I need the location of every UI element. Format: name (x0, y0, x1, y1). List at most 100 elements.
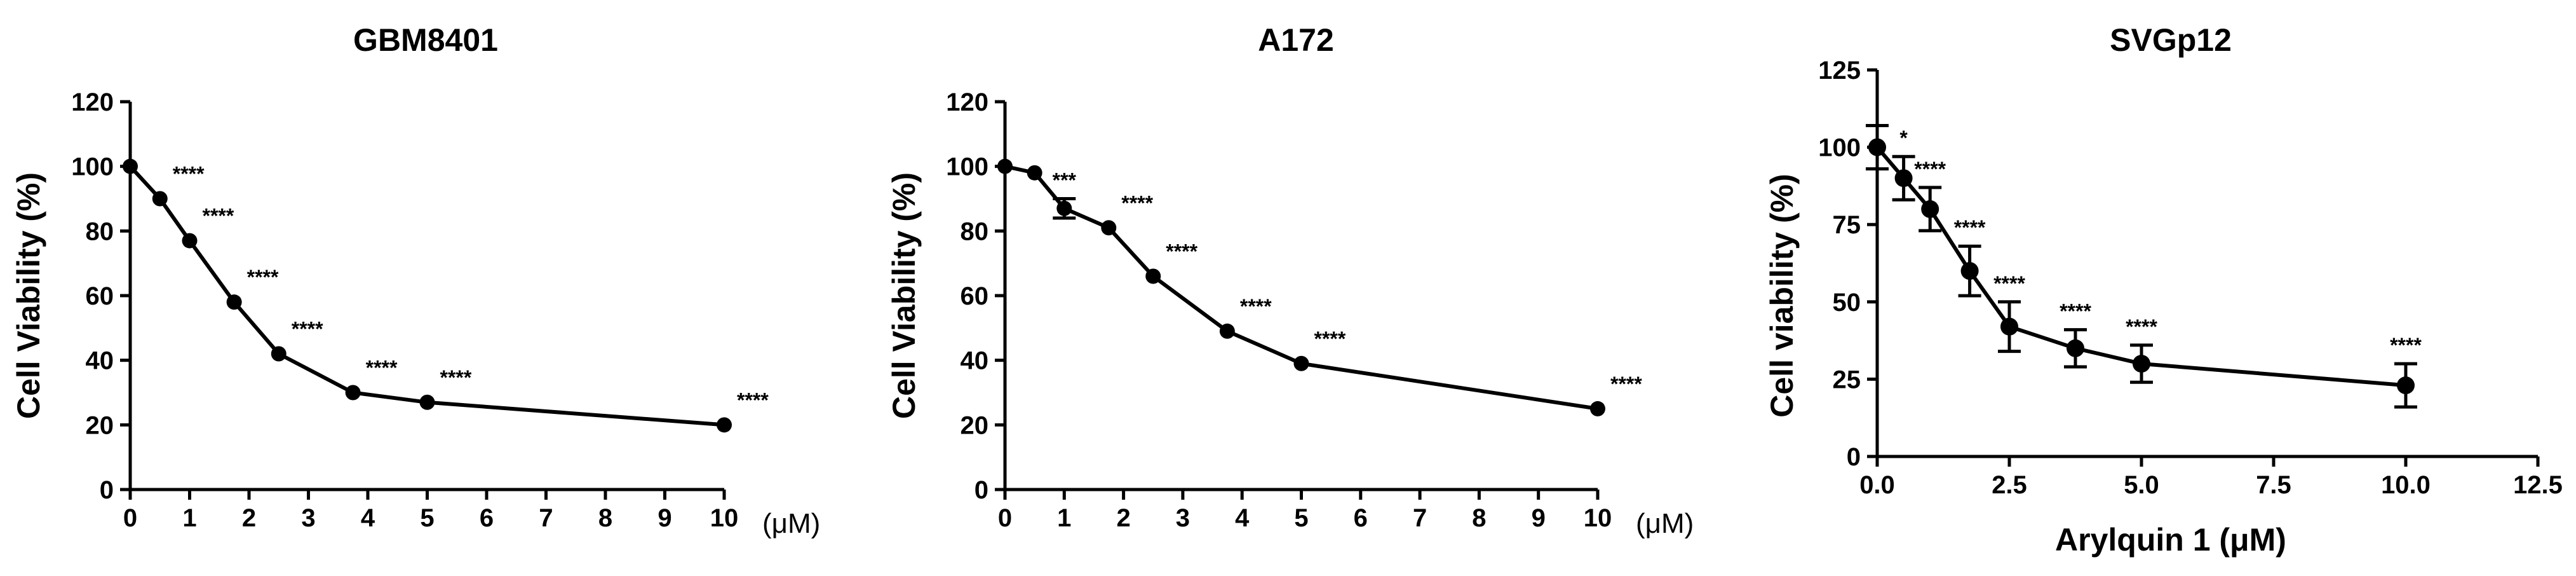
y-tick-label: 25 (1833, 366, 1861, 394)
chart-gbm8401: GBM8401 Cell Viability (%) (μM) 02040608… (11, 22, 820, 539)
significance-label: **** (173, 163, 205, 186)
x-tick-label: 1 (1057, 504, 1071, 532)
y-tick-label: 120 (946, 88, 988, 116)
significance-label: **** (737, 388, 769, 411)
y-tick-label: 0 (100, 476, 114, 504)
x-axis-unit: (μM) (762, 508, 820, 539)
y-axis-label: Cell Viability (%) (11, 172, 46, 419)
y-tick-label: 40 (86, 347, 114, 375)
y-tick-label: 125 (1818, 57, 1861, 85)
significance-label: *** (1053, 169, 1077, 192)
x-tick-label: 4 (361, 504, 375, 532)
x-tick-label: 0 (123, 504, 137, 532)
y-tick-label: 120 (71, 88, 114, 116)
data-point (1868, 138, 1886, 156)
data-point (1056, 200, 1072, 216)
significance-label: **** (440, 366, 472, 389)
data-point (123, 158, 138, 174)
y-tick-label: 100 (946, 153, 988, 181)
y-tick-label: 100 (1818, 134, 1861, 162)
x-tick-label: 6 (1354, 504, 1368, 532)
data-point (2067, 339, 2084, 357)
x-tick-label: 7.5 (2256, 471, 2291, 499)
data-point (997, 158, 1013, 174)
x-tick-label: 5 (1294, 504, 1308, 532)
significance-label: **** (1954, 216, 1986, 239)
x-tick-label: 7 (1413, 504, 1427, 532)
data-point (717, 417, 732, 433)
x-tick-label: 0 (998, 504, 1012, 532)
x-tick-label: 10.0 (2381, 471, 2431, 499)
x-axis-label: Arylquin 1 (μM) (2055, 522, 2286, 558)
significance-label: **** (1166, 240, 1197, 263)
data-point (152, 191, 168, 207)
x-tick-label: 5.0 (2124, 471, 2159, 499)
x-tick-label: 10 (710, 504, 739, 532)
y-tick-label: 0 (974, 476, 988, 504)
significance-label: **** (247, 266, 279, 289)
significance-label: **** (2060, 300, 2091, 323)
significance-label: **** (292, 318, 323, 341)
significance-label: **** (2390, 334, 2422, 357)
significance-label: **** (1240, 295, 1272, 318)
x-tick-label: 1 (182, 504, 196, 532)
y-tick-label: 0 (1847, 443, 1861, 471)
x-tick-label: 10 (1584, 504, 1612, 532)
data-point (1921, 200, 1939, 218)
y-tick-label: 40 (961, 347, 989, 375)
x-tick-label: 9 (1532, 504, 1546, 532)
x-tick-label: 4 (1235, 504, 1250, 532)
series-line (128, 165, 725, 427)
data-point (1894, 169, 1913, 188)
significance-label: **** (1914, 158, 1946, 181)
series-line (1004, 164, 1598, 411)
significance-label: **** (203, 205, 234, 228)
x-tick-label: 3 (301, 504, 315, 532)
data-point (226, 294, 242, 310)
y-tick-label: 50 (1833, 289, 1861, 317)
x-tick-label: 3 (1176, 504, 1190, 532)
y-axis-label: Cell Viability (%) (886, 172, 922, 419)
chart-a172: A172 Cell Viability (%) (μM) 02040608010… (886, 22, 1694, 539)
data-point (345, 385, 361, 401)
data-point (2000, 317, 2018, 336)
data-point (1027, 165, 1042, 181)
data-point (182, 233, 198, 249)
data-point (1145, 268, 1161, 284)
chart-title: A172 (1258, 22, 1334, 58)
y-axis-label: Cell viability (%) (1764, 174, 1800, 417)
data-point (1219, 323, 1235, 339)
chart-title: GBM8401 (353, 22, 498, 58)
data-point (1590, 401, 1605, 416)
y-tick-label: 60 (961, 282, 989, 310)
data-point (271, 346, 287, 362)
x-tick-label: 0.0 (1859, 471, 1895, 499)
x-tick-label: 5 (420, 504, 434, 532)
chart-svgp12: SVGp12 Cell viability (%) Arylquin 1 (μM… (1764, 22, 2563, 558)
y-tick-label: 80 (961, 217, 989, 245)
y-tick-label: 80 (86, 217, 114, 245)
data-point (2133, 355, 2150, 373)
x-tick-label: 6 (480, 504, 494, 532)
x-tick-label: 9 (657, 504, 671, 532)
significance-label: * (1899, 127, 1908, 149)
significance-label: **** (1121, 191, 1153, 214)
data-point (419, 394, 435, 410)
significance-label: **** (366, 357, 398, 380)
significance-label: **** (2126, 315, 2157, 338)
y-tick-label: 20 (86, 411, 114, 439)
data-point (1101, 220, 1117, 236)
y-tick-label: 20 (961, 411, 989, 439)
y-tick-label: 60 (86, 282, 114, 310)
data-point (1960, 262, 1979, 280)
x-tick-label: 7 (539, 504, 553, 532)
x-tick-label: 2 (242, 504, 256, 532)
significance-label: **** (1610, 373, 1642, 395)
y-tick-label: 75 (1833, 211, 1861, 239)
x-tick-label: 8 (598, 504, 612, 532)
data-point (1293, 355, 1309, 371)
x-tick-label: 2 (1116, 504, 1130, 532)
x-tick-label: 12.5 (2513, 471, 2563, 499)
x-axis-unit: (μM) (1636, 508, 1694, 539)
